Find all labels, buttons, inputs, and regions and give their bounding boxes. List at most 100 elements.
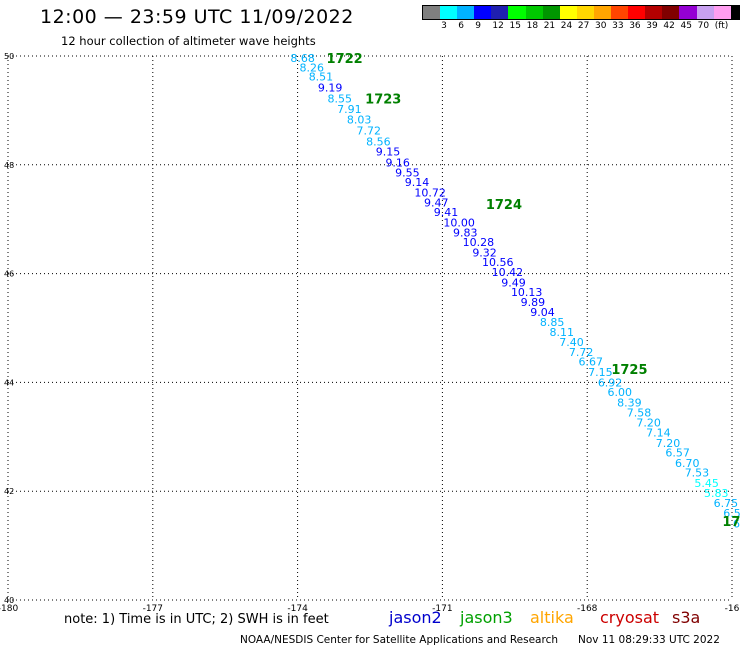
legend-swatch (542, 6, 560, 19)
satellite-jason3: jason3 (460, 608, 513, 627)
wave-height-value: 9.15 (376, 146, 401, 159)
legend-label: 39 (646, 21, 658, 31)
wave-height-value: 10.00 (443, 216, 475, 229)
color-legend: 3 6 9 12 15 18 21 24 27 30 33 36 39 42 45 70 (ft) (422, 5, 740, 32)
wave-height-value: 7.14 (646, 426, 671, 439)
wave-height-value: 6.92 (598, 376, 623, 389)
legend-swatch (508, 6, 526, 19)
wave-height-value: 10.28 (463, 236, 495, 249)
wave-height-value: 9.49 (501, 276, 526, 289)
wave-height-value: 6.75 (714, 497, 739, 510)
wave-height-value: 9.41 (434, 206, 459, 219)
wave-height-value: 5.83 (704, 487, 729, 500)
satellite-s3a: s3a (672, 608, 701, 627)
wave-height-value: 7.20 (656, 437, 681, 450)
legend-label: 3 (441, 21, 447, 31)
legend-swatch (611, 6, 629, 19)
legend-label: 42 (663, 21, 675, 31)
wave-height-value: 7.72 (569, 346, 594, 359)
wave-height-value: 8.11 (550, 326, 575, 339)
satellite-altika: altika (530, 608, 574, 627)
wave-height-value: 6.67 (579, 356, 604, 369)
y-tick-label: 44 (4, 378, 14, 387)
legend-swatch (576, 6, 594, 19)
legend-label: 24 (560, 21, 573, 31)
pass-time-label: 1722 (327, 52, 363, 67)
wave-height-value: 6.70 (675, 457, 700, 470)
y-tick-label: 42 (4, 487, 14, 496)
wave-height-value: 7.91 (337, 103, 362, 116)
wave-height-value: 9.47 (424, 196, 449, 209)
wave-height-value: 5.45 (694, 477, 719, 490)
legend-label: (ft) (714, 21, 729, 31)
legend-swatch (696, 6, 714, 19)
legend-swatch (645, 6, 663, 19)
wave-height-value: 8.85 (540, 316, 565, 329)
wave-height-value: 9.89 (521, 296, 546, 309)
map-subtitle: 12 hour collection of altimeter wave hei… (61, 34, 316, 48)
legend-label: 33 (612, 21, 624, 31)
legend-swatch (713, 6, 731, 19)
wave-height-value: 7.58 (627, 406, 652, 419)
legend-swatch (730, 6, 740, 19)
wave-height-value: 8.55 (328, 92, 353, 105)
pass-time-label: 172 (722, 515, 740, 530)
y-tick-label: 50 (4, 52, 14, 61)
wave-height-value: 6.57 (665, 447, 690, 460)
satellite-jason2: jason2 (389, 608, 442, 627)
legend-labels: 3 6 9 12 15 18 21 24 27 30 33 36 39 42 45 70 (ft) (422, 20, 740, 32)
wave-height-value: 8.26 (300, 61, 325, 74)
x-tick-label: -168 (577, 604, 598, 614)
y-tick-label: 46 (4, 270, 14, 279)
legend-label: 6 (458, 21, 464, 31)
legend-label: 9 (475, 21, 482, 31)
wave-height-value: 8.03 (347, 114, 372, 127)
wave-height-value: 8.68 (290, 52, 315, 65)
legend-swatch (457, 6, 475, 19)
wave-height-value: 10.13 (511, 286, 543, 299)
wave-height-value: 9.83 (453, 226, 478, 239)
wave-height-value: 9.16 (385, 157, 410, 170)
x-tick-label: -16 (725, 604, 740, 614)
x-tick-label: -171 (432, 604, 452, 614)
footer-organization: NOAA/NESDIS Center for Satellite Applica… (240, 634, 558, 646)
legend-swatch (662, 6, 680, 19)
y-tick-label: 48 (4, 161, 14, 170)
x-tick-label: -174 (287, 604, 308, 614)
units-note: note: 1) Time is in UTC; 2) SWH is in fe… (64, 612, 329, 627)
wave-height-value: 8.51 (309, 71, 334, 84)
legend-label: 45 (680, 21, 692, 31)
legend-label: 70 (697, 21, 710, 31)
legend-swatch (679, 6, 697, 19)
wave-height-value: 7.40 (559, 336, 584, 349)
wave-height-value: 8.56 (366, 135, 391, 148)
wave-height-value: 7.53 (685, 467, 710, 480)
footer-timestamp: Nov 11 08:29:33 UTC 2022 (578, 634, 720, 646)
pass-time-label: 1725 (611, 363, 647, 378)
legend-label: 30 (595, 21, 607, 31)
wave-height-value: 9.14 (405, 176, 430, 189)
legend-swatch (628, 6, 646, 19)
wave-height-value: 7.72 (356, 125, 381, 138)
wave-height-value: 8.39 (617, 397, 642, 410)
wave-height-value: 6.00 (733, 517, 740, 530)
wave-height-value: 9.32 (472, 246, 497, 259)
legend-swatch (474, 6, 492, 19)
x-tick-label: -180 (0, 604, 18, 614)
wave-height-value: 6.00 (607, 386, 632, 399)
satellite-cryosat: cryosat (600, 608, 660, 627)
wave-height-value: 7.20 (636, 417, 661, 430)
legend-swatch (525, 6, 543, 19)
legend-swatch (593, 6, 612, 19)
legend-label: 18 (526, 21, 539, 31)
wave-height-value: 9.19 (318, 82, 343, 95)
wave-height-value: 10.72 (414, 187, 446, 200)
wave-height-value: 10.42 (492, 266, 523, 279)
legend-label: 27 (577, 21, 590, 31)
legend-label: 12 (492, 21, 504, 31)
wave-height-value: 9.04 (530, 306, 555, 319)
legend-label: 21 (543, 21, 556, 31)
y-tick-label: 40 (4, 596, 14, 605)
legend-label: 15 (509, 21, 521, 31)
pass-time-label: 1724 (486, 198, 522, 213)
